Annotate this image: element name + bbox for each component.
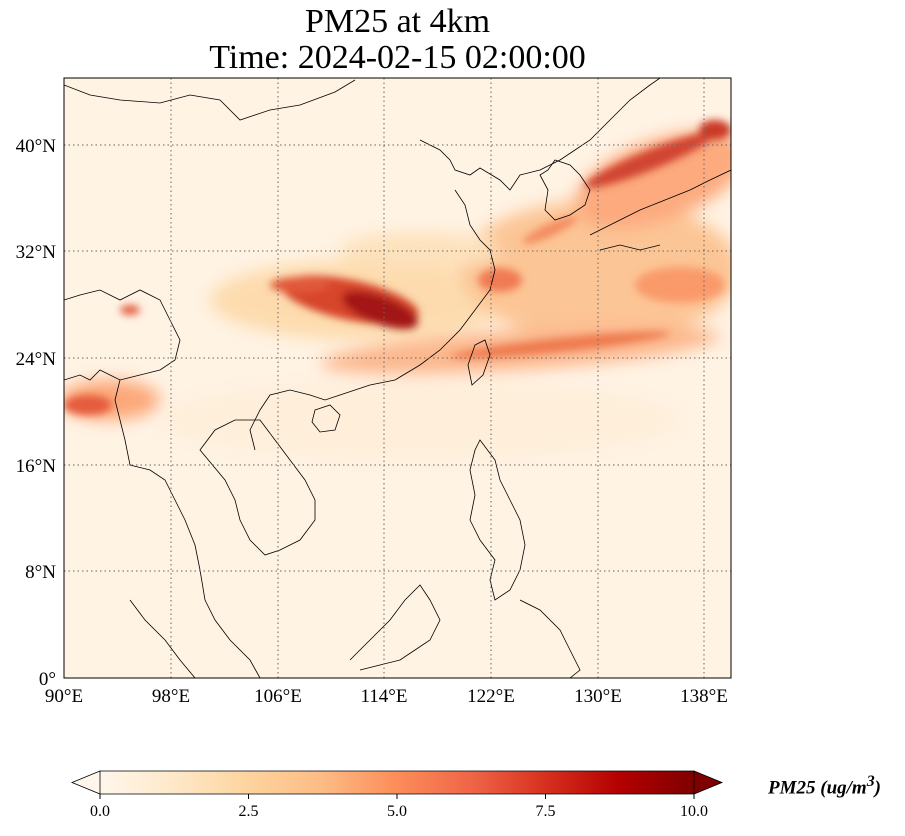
- y-axis-ticks: 0° 8°N 16°N 24°N 32°N 40°N: [16, 136, 57, 690]
- colorbar-tick-label: 0.0: [90, 803, 110, 820]
- colorbar-tick-label: 7.5: [536, 803, 556, 820]
- colorbar-label-text: PM25 (ug/m: [768, 777, 867, 799]
- y-tick-label: 32°N: [16, 242, 57, 263]
- coastlines: [64, 78, 731, 678]
- colorbar-label-exponent: 3: [866, 773, 875, 790]
- map-title: PM25 at 4km: [304, 3, 491, 40]
- colorbar-tick-label: 5.0: [387, 803, 407, 820]
- x-tick-label: 90°E: [45, 686, 83, 707]
- x-tick-label: 98°E: [152, 686, 190, 707]
- y-tick-label: 24°N: [16, 349, 57, 370]
- map-frame: [63, 77, 732, 679]
- x-tick-label: 114°E: [361, 686, 408, 707]
- colorbar: 0.0 2.5 5.0 7.5 10.0: [70, 770, 724, 820]
- colorbar-gradient: [100, 771, 694, 794]
- map-subtitle-time: Time: 2024-02-15 02:00:00: [209, 39, 586, 76]
- y-tick-label: 16°N: [16, 456, 57, 477]
- colorbar-extend-max: [693, 770, 724, 795]
- x-axis-ticks: 90°E 98°E 106°E 114°E 122°E 130°E 138°E: [45, 686, 728, 707]
- pm25-field: [64, 78, 731, 678]
- y-tick-label: 0°: [39, 669, 56, 690]
- colorbar-label: PM25 (ug/m3): [768, 773, 881, 799]
- x-tick-label: 130°E: [574, 686, 622, 707]
- gridlines: [64, 78, 731, 678]
- x-tick-label: 138°E: [680, 686, 728, 707]
- y-tick-label: 8°N: [25, 562, 56, 583]
- x-tick-label: 122°E: [467, 686, 515, 707]
- colorbar-extend-min: [70, 770, 101, 795]
- x-tick-label: 106°E: [254, 686, 302, 707]
- colorbar-label-close: ): [874, 777, 881, 799]
- colorbar-tick-label: 10.0: [680, 803, 708, 820]
- colorbar-tick-label: 2.5: [239, 803, 259, 820]
- y-tick-label: 40°N: [16, 136, 57, 157]
